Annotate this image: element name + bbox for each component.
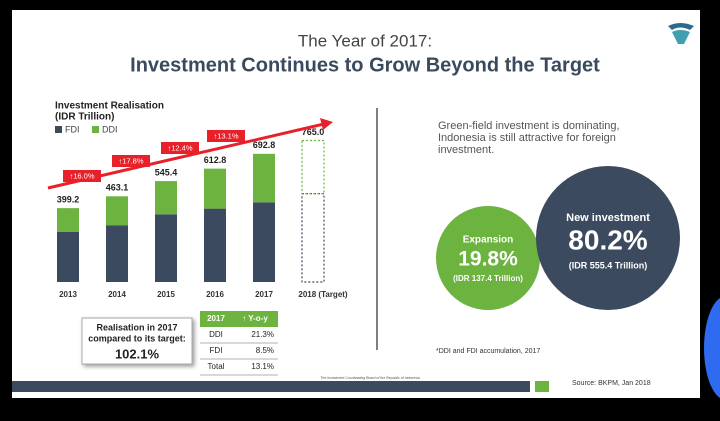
value-label: 399.2	[57, 195, 80, 205]
source: Source: BKPM, Jan 2018	[572, 380, 651, 387]
right-text: Indonesia is still attractive for foreig…	[438, 132, 616, 144]
x-tick-label: 2016	[206, 290, 224, 299]
table-cell: 13.1%	[251, 362, 274, 371]
value-label: 765.0	[302, 127, 325, 137]
chart-title: Investment Realisation	[55, 101, 164, 112]
bar	[204, 208, 226, 282]
bar	[155, 214, 177, 282]
x-tick-label: 2013	[59, 290, 77, 299]
bar	[106, 196, 128, 226]
realisation-box	[81, 317, 193, 365]
growth-label: ↑17.8%	[118, 156, 143, 165]
x-tick-label: 2015	[157, 290, 175, 299]
value-label: 692.8	[253, 140, 276, 150]
circle-amount: (IDR 137.4 Trillion)	[453, 274, 523, 283]
table-cell: 8.5%	[256, 346, 274, 355]
value-label: 612.8	[204, 155, 227, 165]
chart-title: (IDR Trillion)	[55, 112, 114, 123]
table-cell: 21.3%	[251, 330, 274, 339]
x-tick-label: 2018 (Target)	[298, 290, 348, 299]
table-header: ↑ Y-o-y	[242, 314, 268, 323]
table-header-bg	[200, 311, 278, 327]
growth-box	[161, 142, 199, 154]
bar	[253, 153, 275, 203]
right-text: Green-field investment is dominating,	[438, 120, 620, 132]
growth-box	[112, 155, 150, 167]
circle-percent: 80.2%	[568, 224, 647, 255]
target-bar	[301, 193, 325, 283]
value-label: 545.4	[155, 167, 178, 177]
bar	[155, 181, 177, 215]
circle-percent: 19.8%	[458, 248, 518, 271]
circle	[536, 166, 680, 310]
legend-swatch	[55, 126, 62, 133]
target-bar	[301, 139, 325, 195]
table-cell: Total	[208, 362, 225, 371]
value-label: 463.1	[106, 183, 129, 193]
x-tick-label: 2017	[255, 290, 273, 299]
bar	[204, 168, 226, 209]
growth-label: ↑13.1%	[213, 131, 238, 140]
growth-box	[207, 130, 245, 142]
footer-square	[535, 381, 549, 392]
footer-org: The Investment Coordinating Board of the…	[320, 376, 420, 380]
logo	[668, 23, 694, 44]
footnote: *DDI and FDI accumulation, 2017	[436, 348, 540, 355]
table-cell: DDI	[209, 330, 223, 339]
growth-box	[63, 170, 101, 182]
legend-label: FDI	[65, 124, 80, 134]
x-tick-label: 2014	[108, 290, 126, 299]
growth-arrowhead	[320, 118, 333, 130]
table-cell: FDI	[210, 346, 223, 355]
footer-bar	[12, 381, 530, 392]
legend-label: DDI	[102, 124, 118, 134]
title-line2: Investment Continues to Grow Beyond the …	[130, 54, 600, 76]
growth-label: ↑12.4%	[167, 143, 192, 152]
growth-label: ↑16.0%	[69, 171, 94, 180]
bar	[57, 208, 79, 232]
right-text: investment.	[438, 144, 494, 156]
circle-label: New investment	[566, 212, 650, 224]
circle-amount: (IDR 555.4 Trillion)	[569, 260, 648, 270]
title-line1: The Year of 2017:	[298, 31, 432, 50]
circle-label: Expansion	[463, 235, 514, 246]
circle	[436, 206, 540, 310]
blue-shape	[704, 297, 720, 399]
bar	[253, 202, 275, 282]
legend-swatch	[92, 126, 99, 133]
box-text: compared to its target:	[88, 333, 186, 343]
bar	[106, 225, 128, 282]
table-header: 2017	[207, 314, 225, 323]
box-value: 102.1%	[115, 346, 160, 361]
bar	[57, 231, 79, 282]
box-text: Realisation in 2017	[96, 322, 177, 332]
